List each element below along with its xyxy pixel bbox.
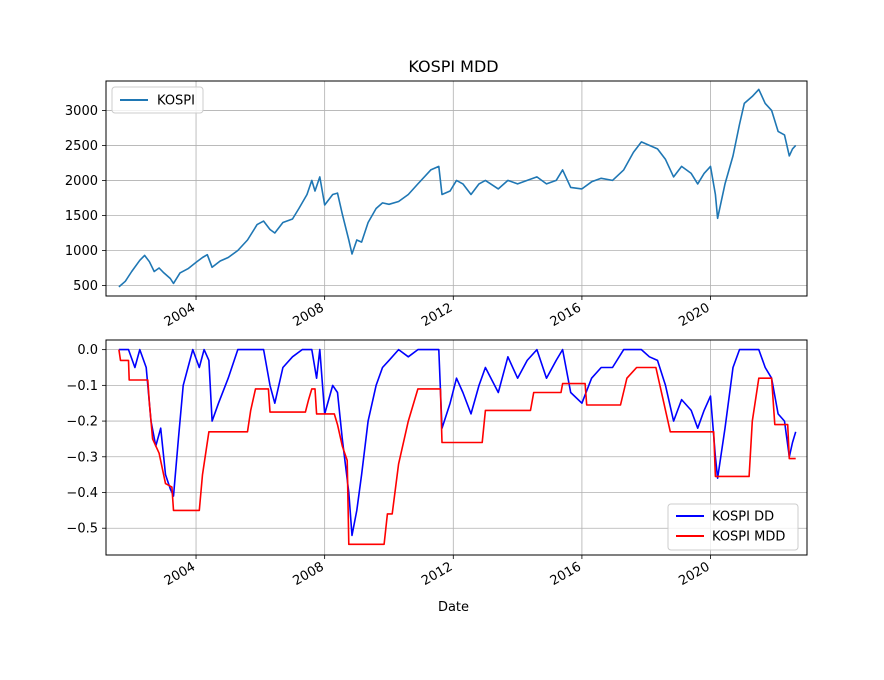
- y-tick-label: −0.5: [66, 522, 98, 537]
- chart-title: KOSPI MDD: [408, 57, 498, 76]
- y-tick-label: 1500: [65, 209, 98, 224]
- kospi-dd-line: [118, 348, 797, 537]
- drawdown-grid: [106, 340, 807, 555]
- y-tick-label: 0.0: [77, 343, 98, 358]
- drawdown-legend: KOSPI DD KOSPI MDD: [667, 503, 799, 551]
- y-tick-label: −0.3: [66, 450, 98, 465]
- x-axis-label: Date: [438, 600, 469, 615]
- price-legend-box: [111, 86, 204, 114]
- y-tick-label: 3000: [65, 104, 98, 119]
- y-tick-label: −0.1: [66, 379, 98, 394]
- kospi-line: [118, 88, 797, 288]
- kospi-mdd-line: [118, 349, 796, 546]
- drawdown-series: [118, 348, 797, 546]
- price-series: [118, 88, 797, 288]
- price-y-ticks: 500 1000 1500 2000 2500 3000: [65, 104, 106, 294]
- y-tick-label: 1000: [65, 244, 98, 259]
- drawdown-axes-frame: [105, 339, 808, 556]
- mdd-legend-label: KOSPI MDD: [712, 530, 785, 545]
- dd-legend-label: KOSPI DD: [712, 510, 774, 525]
- y-tick-label: 2000: [65, 174, 98, 189]
- drawdown-y-ticks: 0.0 −0.1 −0.2 −0.3 −0.4 −0.5: [66, 343, 106, 537]
- y-tick-label: −0.2: [66, 415, 98, 430]
- price-axes-frame: [105, 80, 808, 297]
- price-legend-label: KOSPI: [157, 94, 195, 109]
- price-legend: KOSPI: [111, 86, 204, 114]
- y-tick-label: 500: [73, 279, 98, 294]
- y-tick-label: 2500: [65, 139, 98, 154]
- y-tick-label: −0.4: [66, 486, 98, 501]
